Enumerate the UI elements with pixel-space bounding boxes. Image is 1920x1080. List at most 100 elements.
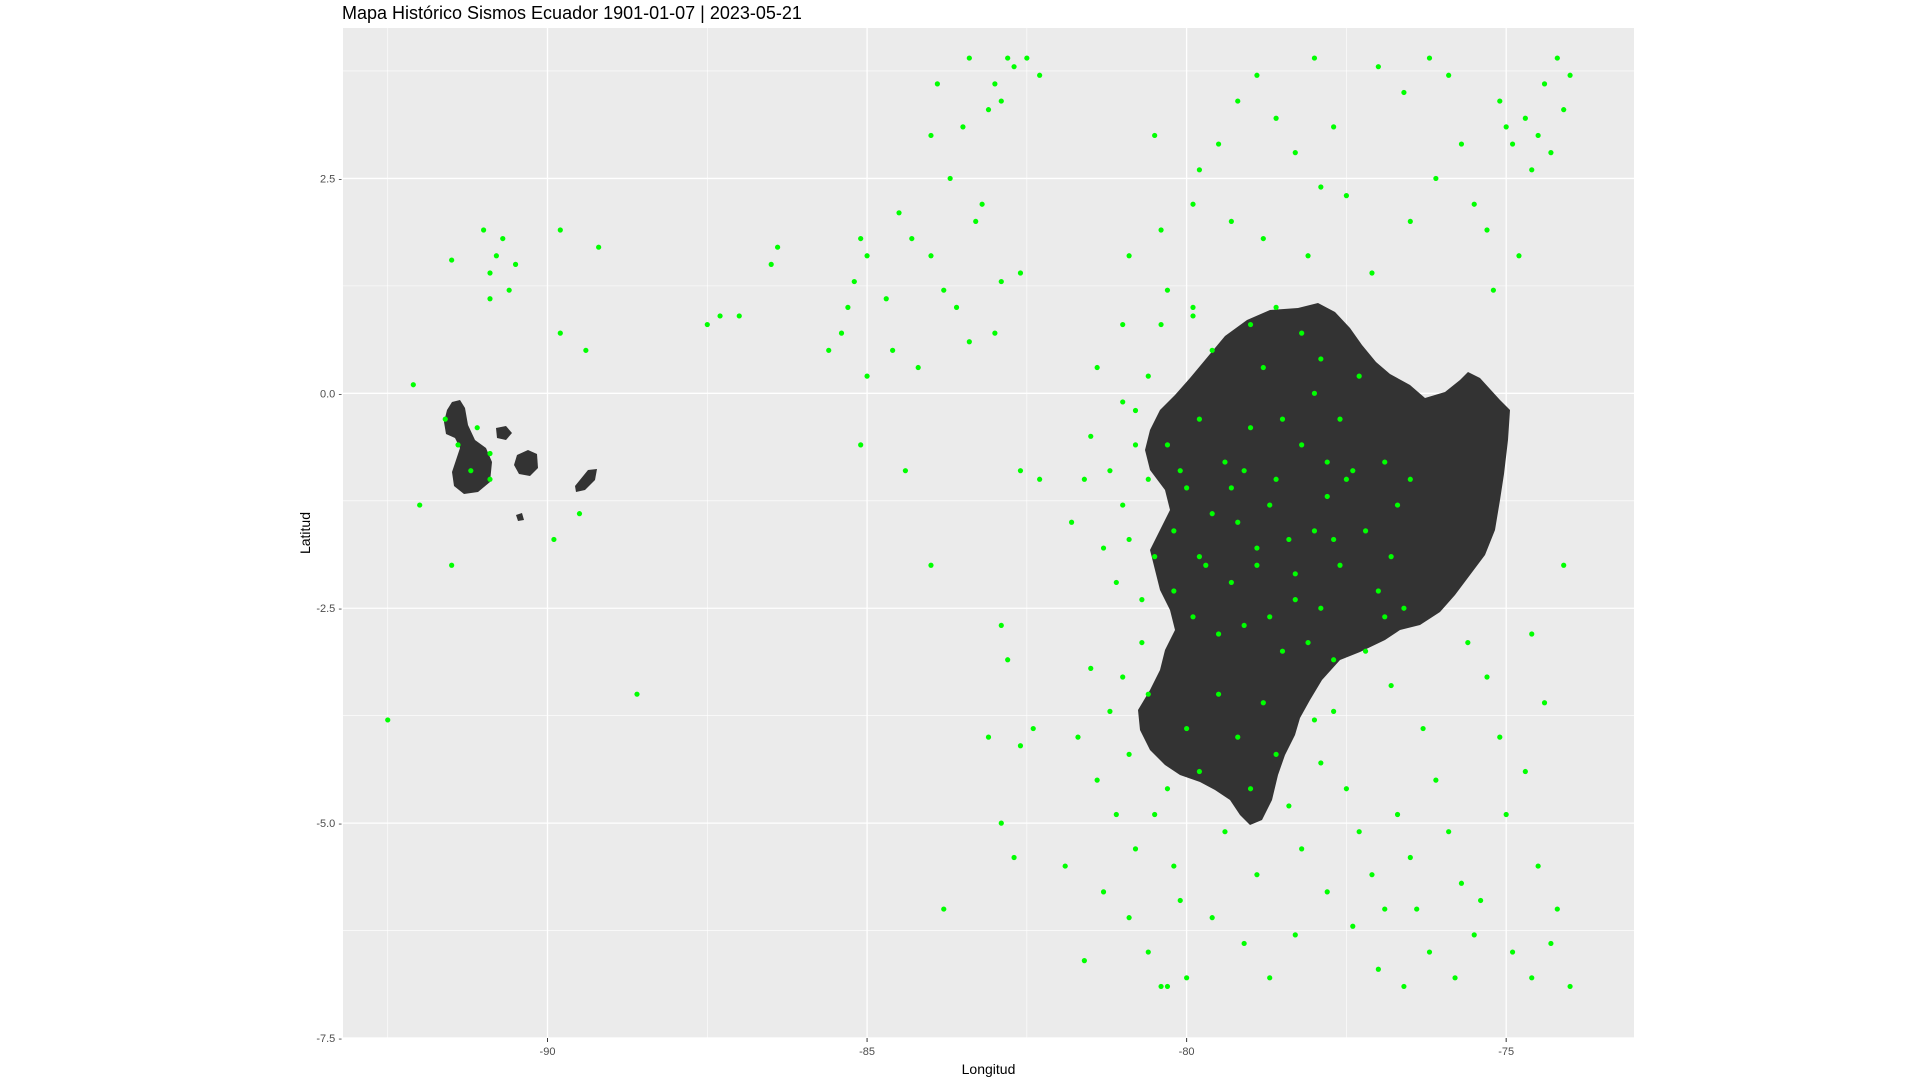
- earthquake-point: [1260, 235, 1266, 242]
- earthquake-point: [1260, 700, 1266, 706]
- earthquake-point: [1490, 287, 1496, 293]
- earthquake-point: [1145, 949, 1151, 955]
- earthquake-point: [1318, 356, 1324, 362]
- earthquake-point: [1120, 399, 1126, 405]
- earthquake-point: [1247, 786, 1254, 792]
- earthquake-point: [1177, 897, 1183, 904]
- earthquake-point: [1299, 846, 1305, 852]
- earthquake-point: [992, 81, 998, 87]
- earthquake-point: [1088, 665, 1094, 671]
- earthquake-point: [704, 321, 710, 328]
- earthquake-point: [1152, 554, 1158, 560]
- earthquake-point: [1509, 141, 1516, 147]
- earthquake-point: [449, 257, 455, 263]
- earthquake-point: [928, 562, 934, 568]
- earthquake-point: [1017, 468, 1024, 474]
- earthquake-point: [1407, 854, 1413, 861]
- earthquake-point: [1235, 519, 1241, 525]
- earthquake-point: [1024, 55, 1030, 61]
- earthquake-point: [1171, 588, 1177, 594]
- earthquake-point: [1196, 416, 1203, 422]
- land-ecuador-mainland: [1138, 303, 1510, 825]
- earthquake-point: [947, 175, 953, 182]
- earthquake-point: [1273, 476, 1279, 482]
- earthquake-point: [998, 820, 1004, 826]
- earthquake-point: [1247, 425, 1254, 431]
- earthquake-point: [1037, 72, 1043, 78]
- earthquake-point: [1279, 648, 1286, 654]
- earthquake-point: [1184, 725, 1190, 732]
- earthquake-point: [1497, 98, 1503, 104]
- earthquake-point: [1113, 811, 1119, 818]
- x-tick-label: -85: [859, 1046, 875, 1058]
- earthquake-point: [1401, 605, 1407, 611]
- earthquake-point: [1254, 872, 1260, 878]
- earthquake-point: [1471, 932, 1477, 938]
- earthquake-point: [998, 622, 1004, 629]
- earthquake-point: [1094, 364, 1100, 371]
- earthquake-point: [1152, 811, 1158, 818]
- earthquake-point: [557, 330, 563, 336]
- earthquake-point: [1318, 760, 1324, 766]
- earthquake-point: [915, 364, 921, 371]
- earthquake-point: [1164, 442, 1171, 448]
- y-tick-label: -7.5 -: [316, 1033, 342, 1045]
- earthquake-point: [1388, 682, 1394, 689]
- earthquake-point: [1088, 433, 1094, 439]
- earthquake-point: [1068, 519, 1075, 525]
- earthquake-point: [1279, 416, 1286, 422]
- earthquake-point: [1215, 141, 1222, 147]
- earthquake-point: [1177, 468, 1183, 474]
- earthquake-point: [1171, 528, 1177, 534]
- earthquake-point: [1267, 502, 1273, 508]
- earthquake-point: [1184, 975, 1190, 981]
- earthquake-point: [1120, 321, 1126, 328]
- earthquake-point: [1209, 511, 1215, 517]
- earthquake-point: [1350, 468, 1356, 474]
- earthquake-point: [774, 244, 781, 250]
- earthquake-point: [1446, 72, 1452, 78]
- earthquake-point: [1318, 605, 1324, 611]
- earthquake-point: [1254, 72, 1260, 78]
- earthquake-point: [1184, 485, 1190, 491]
- earthquake-point: [1190, 304, 1196, 310]
- earthquake-point: [1235, 98, 1241, 104]
- earthquake-point: [979, 201, 985, 207]
- earthquake-point: [1158, 983, 1164, 990]
- earthquake-point: [1337, 562, 1343, 568]
- earthquake-point: [487, 270, 493, 276]
- earthquake-point: [1567, 983, 1573, 990]
- earthquake-point: [1305, 253, 1311, 259]
- earthquake-point: [1254, 562, 1260, 568]
- earthquake-point: [1516, 253, 1522, 259]
- earthquake-point: [1017, 743, 1024, 749]
- earthquake-point: [1541, 81, 1548, 87]
- earthquake-point: [1305, 639, 1311, 646]
- earthquake-point: [1292, 150, 1298, 156]
- earthquake-point: [1343, 786, 1350, 792]
- earthquake-point: [1401, 89, 1407, 96]
- earthquake-point: [1407, 476, 1413, 482]
- earthquake-point: [1471, 201, 1477, 207]
- earthquake-point: [1509, 949, 1516, 955]
- earthquake-point: [1081, 958, 1087, 964]
- earthquake-point: [1241, 622, 1247, 629]
- earthquake-point: [845, 304, 851, 310]
- earthquake-point: [966, 55, 972, 61]
- earthquake-point: [941, 287, 947, 293]
- land-santa-cruz-island: [514, 450, 538, 476]
- earthquake-point: [1139, 639, 1145, 646]
- earthquake-point: [481, 227, 487, 233]
- earthquake-point: [1331, 536, 1337, 543]
- earthquake-point: [487, 476, 493, 482]
- earthquake-point: [1299, 330, 1305, 336]
- earthquake-point: [1324, 459, 1330, 465]
- y-tick-label: 0.0 -: [320, 388, 342, 400]
- earthquake-point: [1228, 218, 1234, 225]
- earthquake-point: [1132, 442, 1139, 448]
- earthquake-point: [1497, 734, 1503, 740]
- earthquake-point: [493, 253, 499, 259]
- y-tick-label: -5.0 -: [316, 818, 342, 830]
- earthquake-point: [851, 278, 857, 285]
